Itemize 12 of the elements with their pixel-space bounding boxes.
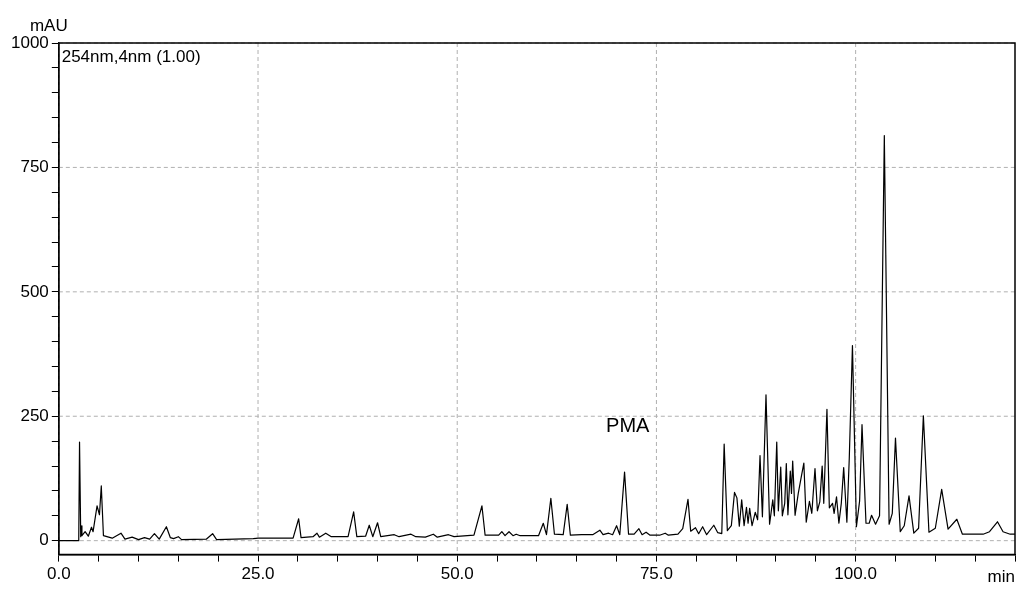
y-tick-label: 0 — [39, 530, 49, 550]
x-tick-label: 100.0 — [834, 564, 877, 584]
x-tick-label: 25.0 — [241, 564, 275, 584]
y-tick-label: 250 — [20, 405, 49, 425]
annotation: 254nm,4nm (1.00) — [61, 47, 201, 67]
x-tick-label: 50.0 — [440, 564, 474, 584]
x-axis-title: min — [987, 566, 1015, 586]
x-tick-label: 75.0 — [639, 564, 673, 584]
y-tick-label: 750 — [20, 157, 49, 177]
y-tick-label: 500 — [20, 281, 49, 301]
annotation: PMA — [606, 414, 651, 437]
x-tick-label: 0.0 — [47, 564, 71, 584]
